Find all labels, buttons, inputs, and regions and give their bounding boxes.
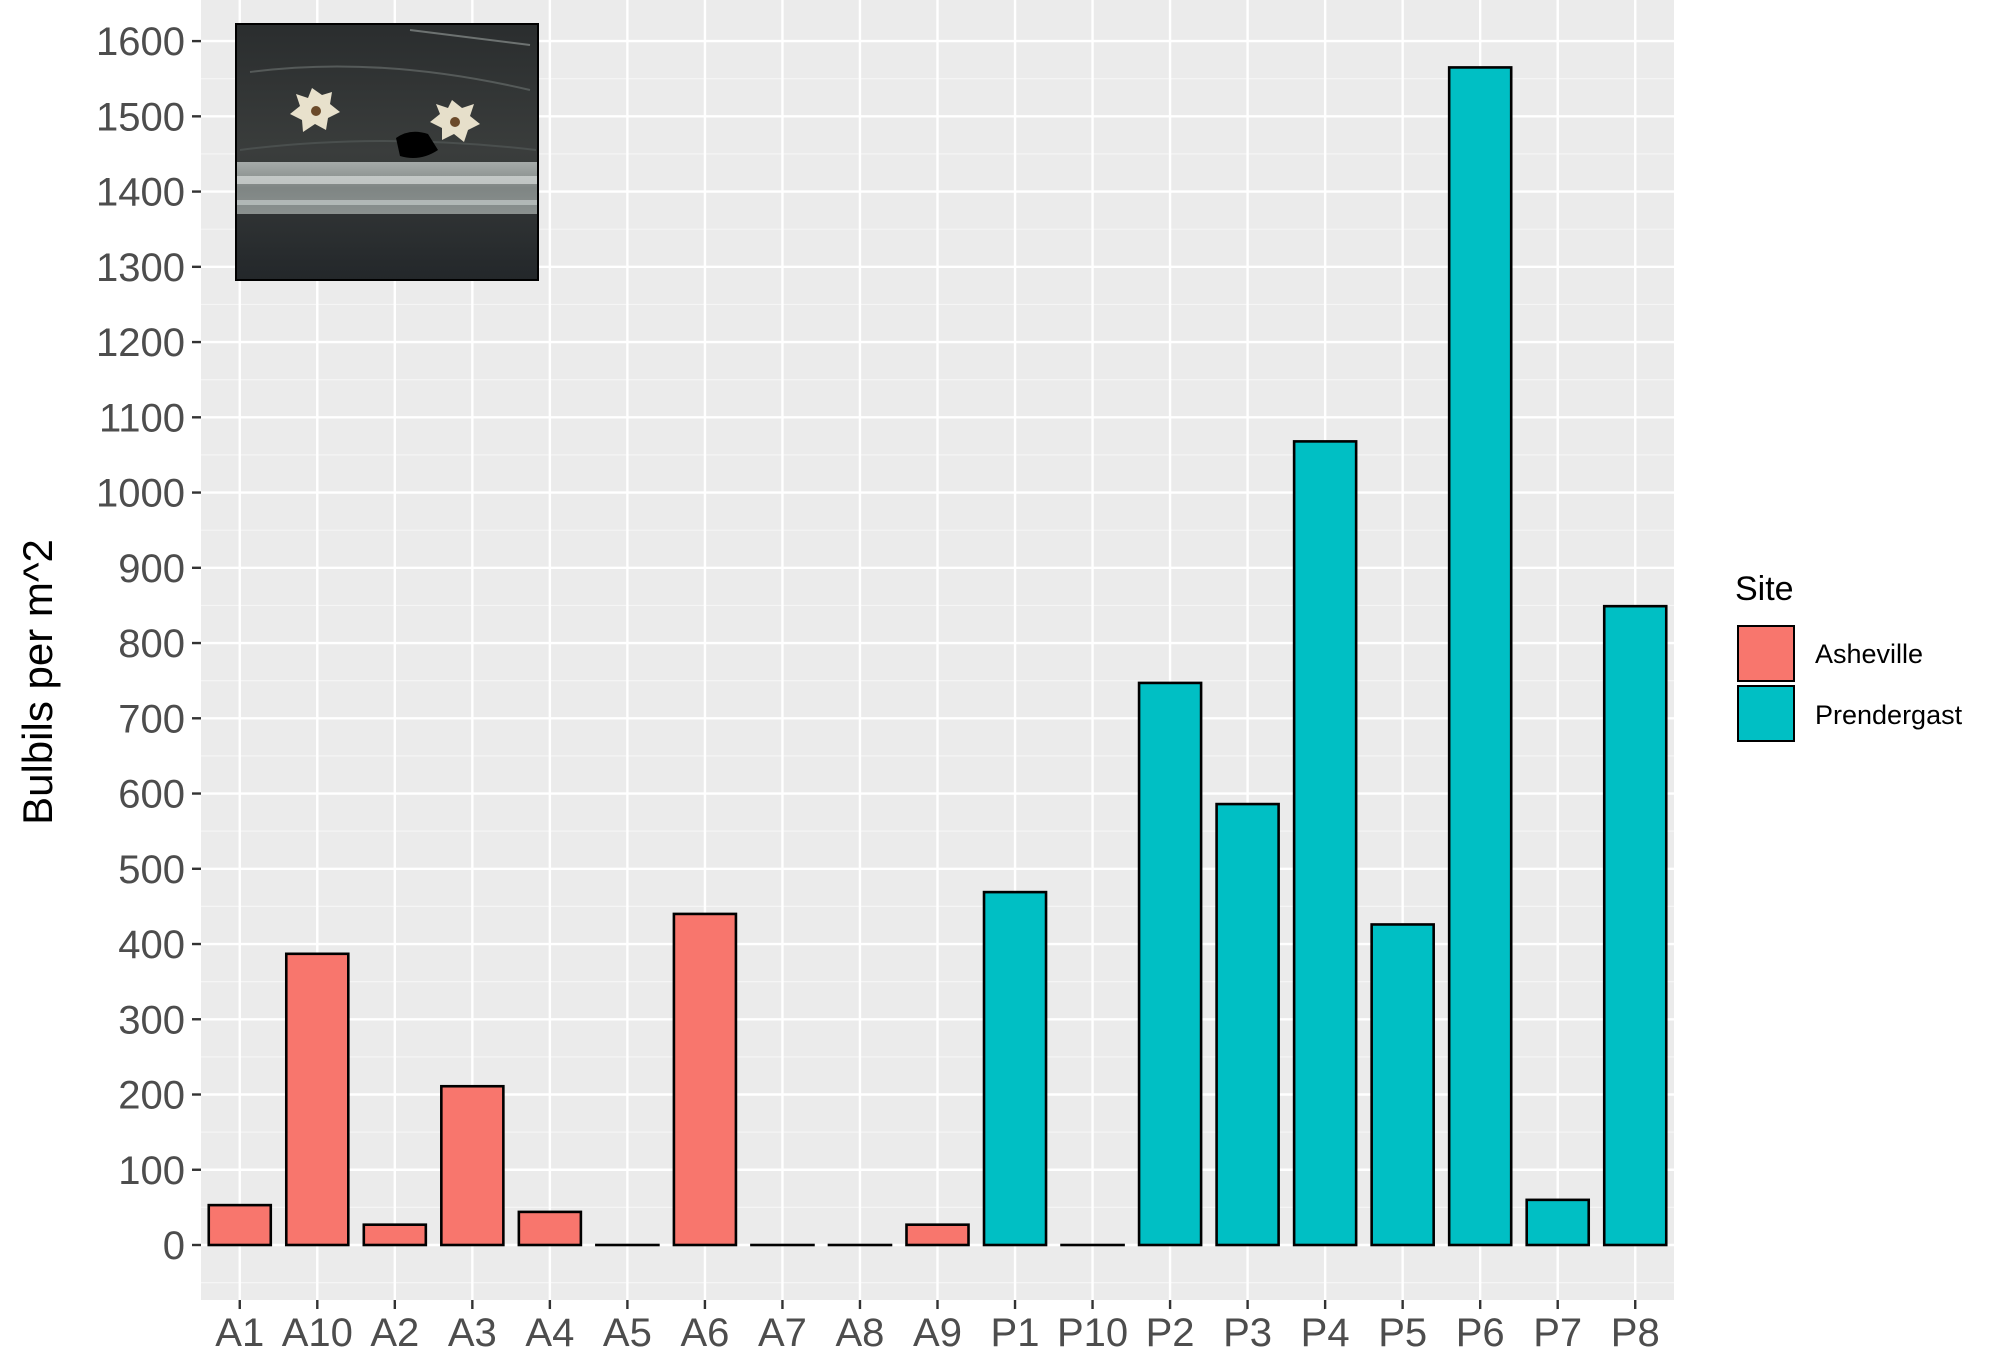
- bar-a10: [284, 952, 350, 1247]
- x-tick-label: P7: [1533, 1311, 1582, 1351]
- x-tick-label: A10: [282, 1311, 353, 1351]
- legend-swatch-asheville: [1737, 625, 1795, 682]
- x-tick-label: P5: [1378, 1311, 1427, 1351]
- y-axis: 0 100 200 300 400 500 600 700 800 900 1000 1100 1200…: [96, 20, 201, 1268]
- bar-p5: [1370, 923, 1435, 1247]
- y-tick-label: 1200: [96, 321, 185, 365]
- x-tick-label: P8: [1611, 1311, 1660, 1351]
- legend-entry-asheville: Asheville: [1737, 625, 1923, 682]
- bulbil-right: [430, 100, 480, 142]
- bar-p2: [1137, 681, 1203, 1247]
- y-tick-label: 100: [118, 1149, 185, 1193]
- y-tick-label: 700: [118, 697, 185, 741]
- y-axis-title: Bulbils per m^2: [14, 539, 61, 825]
- x-tick-label: A2: [370, 1311, 419, 1351]
- y-tick-label: 1300: [96, 246, 185, 290]
- bar-a4: [517, 1210, 583, 1247]
- legend-label-prendergast: Prendergast: [1815, 700, 1963, 730]
- bar-p7: [1525, 1198, 1591, 1247]
- x-tick-label: A5: [603, 1311, 652, 1351]
- x-tick-label: A7: [758, 1311, 807, 1351]
- y-tick-label: 600: [118, 773, 185, 817]
- bulbil-left: [290, 88, 340, 132]
- legend-swatch-prendergast: [1737, 685, 1795, 742]
- bar-p8: [1602, 604, 1668, 1247]
- y-tick-label: 500: [118, 848, 185, 892]
- y-tick-label: 1000: [96, 472, 185, 516]
- bar-a2: [362, 1223, 428, 1247]
- x-axis: A1 A10 A2 A3 A4 A5 A6 A7 A8 A9 P1 P10 P2 P3 P4 P5 P6 P7 P8: [215, 1300, 1660, 1351]
- y-tick-label: 1500: [96, 95, 185, 139]
- x-tick-label: P2: [1146, 1311, 1195, 1351]
- y-tick-label: 1600: [96, 20, 185, 64]
- x-tick-label: P10: [1057, 1311, 1128, 1351]
- bar-a9: [905, 1223, 970, 1247]
- bar-p6: [1447, 66, 1513, 1247]
- inset-photo: [235, 23, 539, 281]
- y-tick-label: 200: [118, 1074, 185, 1118]
- legend-entry-prendergast: Prendergast: [1737, 685, 1963, 742]
- y-tick-label: 0: [163, 1224, 185, 1268]
- x-tick-label: P3: [1223, 1311, 1272, 1351]
- x-tick-label: A3: [448, 1311, 497, 1351]
- bar-p1: [982, 890, 1048, 1247]
- bar-p3: [1215, 802, 1280, 1247]
- y-tick-label: 300: [118, 998, 185, 1042]
- bar-a3: [440, 1084, 505, 1247]
- legend: Site Asheville Prendergast: [1735, 570, 1963, 742]
- x-tick-label: A4: [525, 1311, 574, 1351]
- y-tick-label: 800: [118, 622, 185, 666]
- x-tick-label: A6: [680, 1311, 729, 1351]
- x-tick-label: P1: [991, 1311, 1040, 1351]
- bar-a1: [207, 1203, 273, 1247]
- x-tick-label: P4: [1301, 1311, 1350, 1351]
- legend-title: Site: [1735, 570, 1794, 608]
- y-tick-label: 400: [118, 923, 185, 967]
- bar-p4: [1292, 440, 1358, 1247]
- x-tick-label: A1: [215, 1311, 264, 1351]
- y-tick-label: 1100: [99, 396, 185, 440]
- legend-label-asheville: Asheville: [1815, 639, 1923, 669]
- x-tick-label: P6: [1456, 1311, 1505, 1351]
- bar-a6: [672, 912, 738, 1247]
- x-tick-label: A9: [913, 1311, 962, 1351]
- x-tick-label: A8: [836, 1311, 885, 1351]
- y-tick-label: 900: [118, 547, 185, 591]
- y-tick-label: 1400: [96, 171, 185, 215]
- bars: [207, 66, 1668, 1247]
